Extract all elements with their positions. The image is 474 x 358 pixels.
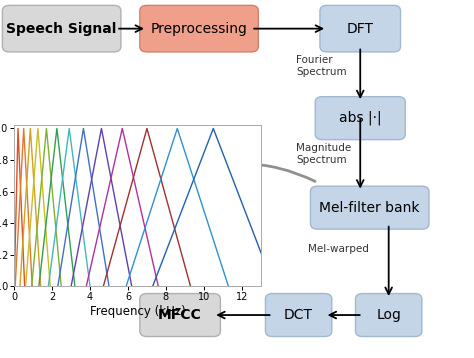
FancyBboxPatch shape [140,5,258,52]
FancyBboxPatch shape [265,294,332,337]
Text: DCT: DCT [284,308,313,322]
FancyBboxPatch shape [315,97,405,140]
FancyBboxPatch shape [310,186,429,229]
Text: abs |·|: abs |·| [339,111,382,125]
FancyBboxPatch shape [356,294,422,337]
FancyBboxPatch shape [140,294,220,337]
Text: Fourier
Spectrum: Fourier Spectrum [296,55,347,77]
Text: Speech Signal: Speech Signal [7,21,117,36]
Text: Magnitude
Spectrum: Magnitude Spectrum [296,143,352,165]
Text: Mel-warped: Mel-warped [308,244,369,254]
FancyBboxPatch shape [2,5,121,52]
Text: MFCC: MFCC [158,308,202,322]
Text: Mel-filter bank: Mel-filter bank [319,200,420,215]
Text: DFT: DFT [347,21,374,36]
Text: Preprocessing: Preprocessing [151,21,247,36]
X-axis label: Frequency (kHz): Frequency (kHz) [90,305,185,318]
FancyBboxPatch shape [320,5,401,52]
Text: Log: Log [376,308,401,322]
